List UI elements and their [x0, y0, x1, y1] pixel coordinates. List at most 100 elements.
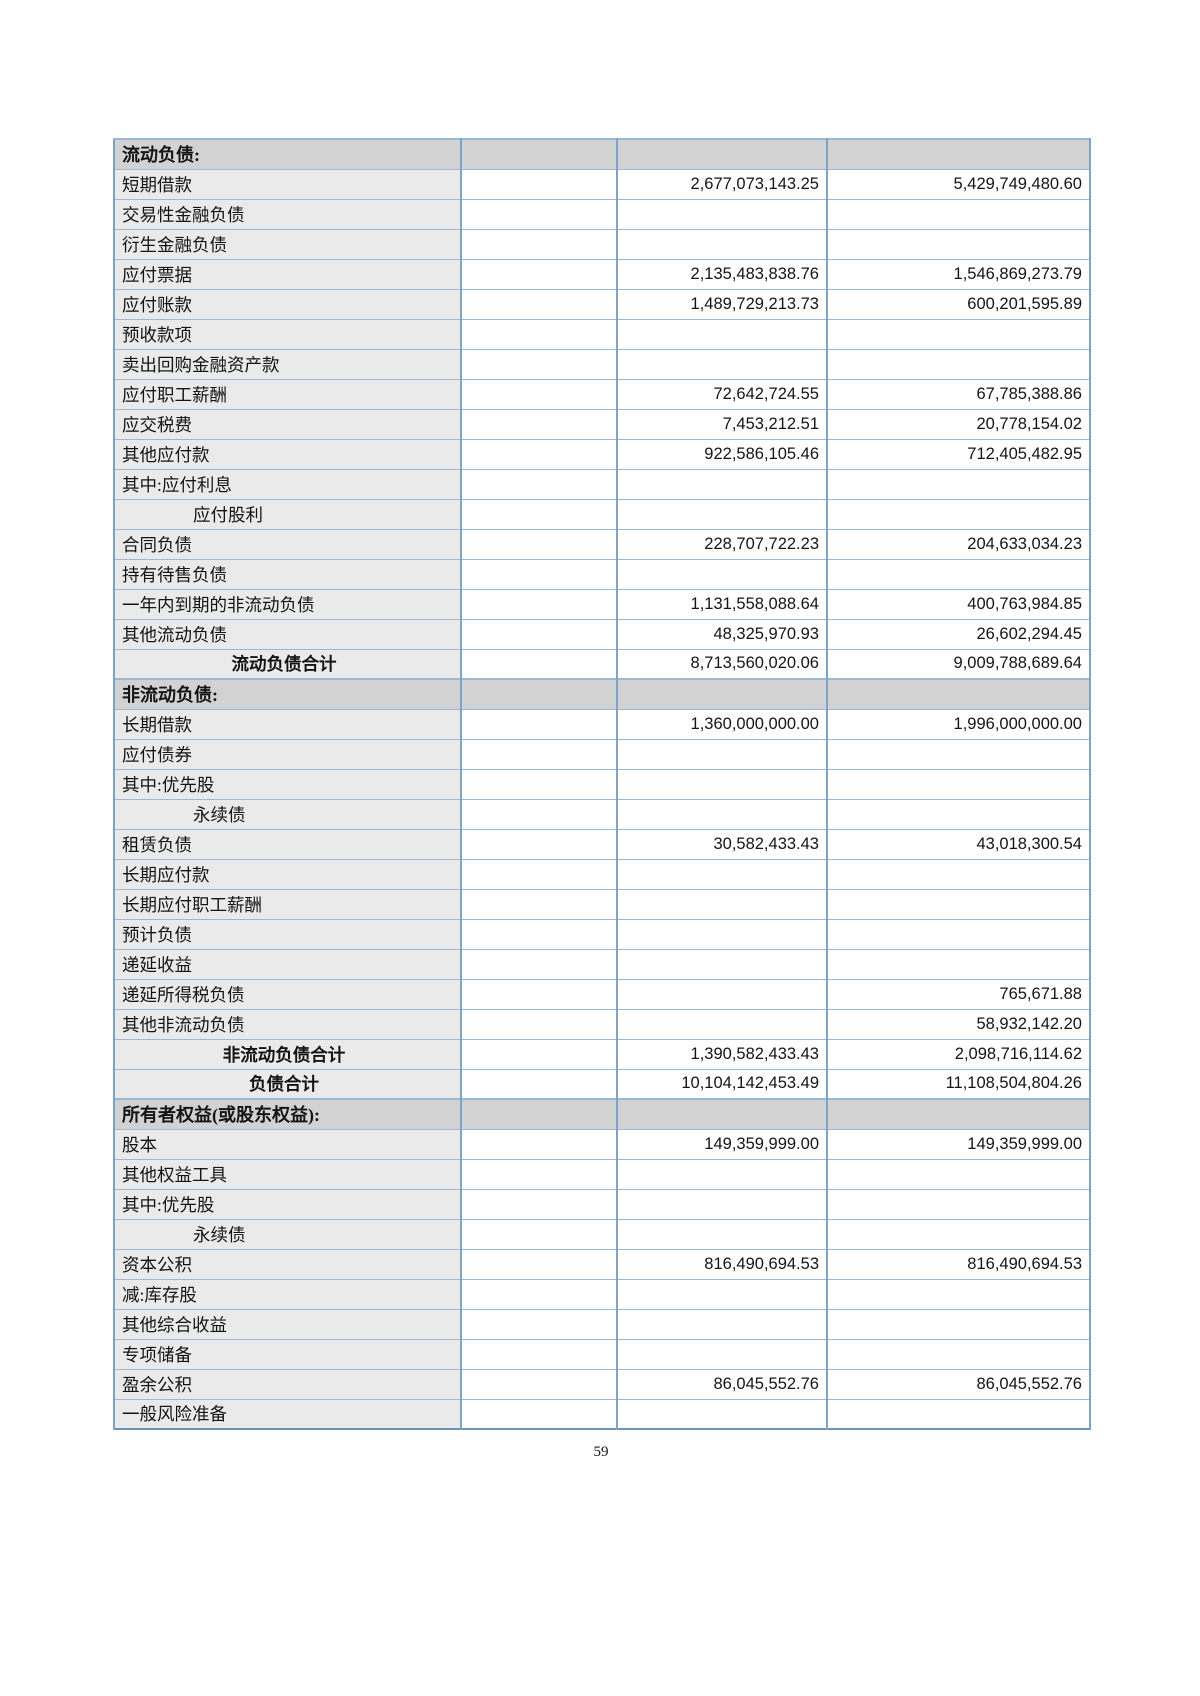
note-cell: [460, 318, 618, 350]
item-label-cell: 其他流动负债: [113, 618, 462, 650]
item-label-cell: 其中:优先股: [113, 768, 462, 800]
current-amount-cell: [616, 198, 828, 230]
item-label-cell: 流动负债:: [113, 138, 462, 170]
prior-amount-cell: [826, 1308, 1091, 1340]
prior-amount-cell: [826, 1218, 1091, 1250]
prior-amount-cell: [826, 348, 1091, 380]
note-cell: [460, 498, 618, 530]
table-row: 股本 149,359,999.00 149,359,999.00: [113, 1128, 1091, 1160]
prior-amount-cell: [826, 1158, 1091, 1190]
prior-amount-cell: 816,490,694.53: [826, 1248, 1091, 1280]
item-label-cell: 其中:应付利息: [113, 468, 462, 500]
item-label-cell: 负债合计: [113, 1068, 462, 1100]
prior-amount-cell: 58,932,142.20: [826, 1008, 1091, 1040]
note-cell: [460, 1038, 618, 1070]
note-cell: [460, 1128, 618, 1160]
item-label-cell: 卖出回购金融资产款: [113, 348, 462, 380]
prior-amount-cell: 26,602,294.45: [826, 618, 1091, 650]
table-row: 合同负债 228,707,722.23 204,633,034.23: [113, 528, 1091, 560]
item-label-cell: 长期应付职工薪酬: [113, 888, 462, 920]
note-cell: [460, 168, 618, 200]
note-cell: [460, 1008, 618, 1040]
current-amount-cell: 149,359,999.00: [616, 1128, 828, 1160]
prior-amount-cell: [826, 468, 1091, 500]
table-row: 租赁负债 30,582,433.43 43,018,300.54: [113, 828, 1091, 860]
item-label-cell: 应交税费: [113, 408, 462, 440]
item-label-cell: 交易性金融负债: [113, 198, 462, 230]
prior-amount-cell: 86,045,552.76: [826, 1368, 1091, 1400]
item-label-cell: 预计负债: [113, 918, 462, 950]
table-row: 卖出回购金融资产款: [113, 348, 1091, 380]
table-body: 流动负债: 短期借款 2,677,073,143.25 5,429,749,480.6…: [113, 138, 1091, 1430]
current-amount-cell: [616, 948, 828, 980]
item-label-cell: 专项储备: [113, 1338, 462, 1370]
current-amount-cell: [616, 1218, 828, 1250]
table-row: 流动负债:: [113, 138, 1091, 170]
item-label-cell: 股本: [113, 1128, 462, 1160]
prior-amount-cell: [826, 948, 1091, 980]
table-row: 资本公积 816,490,694.53 816,490,694.53: [113, 1248, 1091, 1280]
item-label-cell: 其中:优先股: [113, 1188, 462, 1220]
table-row: 交易性金融负债: [113, 198, 1091, 230]
note-cell: [460, 708, 618, 740]
prior-amount-cell: [826, 138, 1091, 170]
note-cell: [460, 558, 618, 590]
prior-amount-cell: [826, 1278, 1091, 1310]
item-label-cell: 流动负债合计: [113, 648, 462, 680]
note-cell: [460, 618, 618, 650]
table-row: 应付账款 1,489,729,213.73 600,201,595.89: [113, 288, 1091, 320]
current-amount-cell: 2,677,073,143.25: [616, 168, 828, 200]
prior-amount-cell: [826, 318, 1091, 350]
current-amount-cell: 1,390,582,433.43: [616, 1038, 828, 1070]
table-row: 其中:优先股: [113, 768, 1091, 800]
prior-amount-cell: [826, 858, 1091, 890]
prior-amount-cell: 400,763,984.85: [826, 588, 1091, 620]
table-row: 应付股利: [113, 498, 1091, 530]
table-row: 递延收益: [113, 948, 1091, 980]
prior-amount-cell: [826, 888, 1091, 920]
prior-amount-cell: 20,778,154.02: [826, 408, 1091, 440]
table-row: 应交税费 7,453,212.51 20,778,154.02: [113, 408, 1091, 440]
table-row: 其中:应付利息: [113, 468, 1091, 500]
table-row: 长期应付职工薪酬: [113, 888, 1091, 920]
prior-amount-cell: 712,405,482.95: [826, 438, 1091, 470]
prior-amount-cell: [826, 918, 1091, 950]
prior-amount-cell: 11,108,504,804.26: [826, 1068, 1091, 1100]
note-cell: [460, 738, 618, 770]
note-cell: [460, 828, 618, 860]
item-label-cell: 所有者权益(或股东权益):: [113, 1098, 462, 1130]
note-cell: [460, 648, 618, 680]
prior-amount-cell: [826, 558, 1091, 590]
current-amount-cell: [616, 1188, 828, 1220]
note-cell: [460, 1278, 618, 1310]
current-amount-cell: [616, 348, 828, 380]
current-amount-cell: [616, 228, 828, 260]
note-cell: [460, 198, 618, 230]
note-cell: [460, 1158, 618, 1190]
note-cell: [460, 378, 618, 410]
item-label-cell: 其他非流动负债: [113, 1008, 462, 1040]
current-amount-cell: [616, 1398, 828, 1430]
current-amount-cell: [616, 138, 828, 170]
current-amount-cell: 48,325,970.93: [616, 618, 828, 650]
note-cell: [460, 138, 618, 170]
balance-sheet-page: 流动负债: 短期借款 2,677,073,143.25 5,429,749,480.6…: [113, 138, 1091, 1461]
note-cell: [460, 228, 618, 260]
prior-amount-cell: 5,429,749,480.60: [826, 168, 1091, 200]
table-row: 负债合计 10,104,142,453.49 11,108,504,804.26: [113, 1068, 1091, 1100]
item-label-cell: 长期应付款: [113, 858, 462, 890]
prior-amount-cell: [826, 1098, 1091, 1130]
note-cell: [460, 918, 618, 950]
table-row: 预收款项: [113, 318, 1091, 350]
prior-amount-cell: [826, 1398, 1091, 1430]
item-label-cell: 合同负债: [113, 528, 462, 560]
current-amount-cell: 922,586,105.46: [616, 438, 828, 470]
current-amount-cell: [616, 1338, 828, 1370]
note-cell: [460, 408, 618, 440]
current-amount-cell: [616, 768, 828, 800]
table-row: 应付债券: [113, 738, 1091, 770]
current-amount-cell: 816,490,694.53: [616, 1248, 828, 1280]
current-amount-cell: [616, 978, 828, 1010]
table-row: 长期应付款: [113, 858, 1091, 890]
